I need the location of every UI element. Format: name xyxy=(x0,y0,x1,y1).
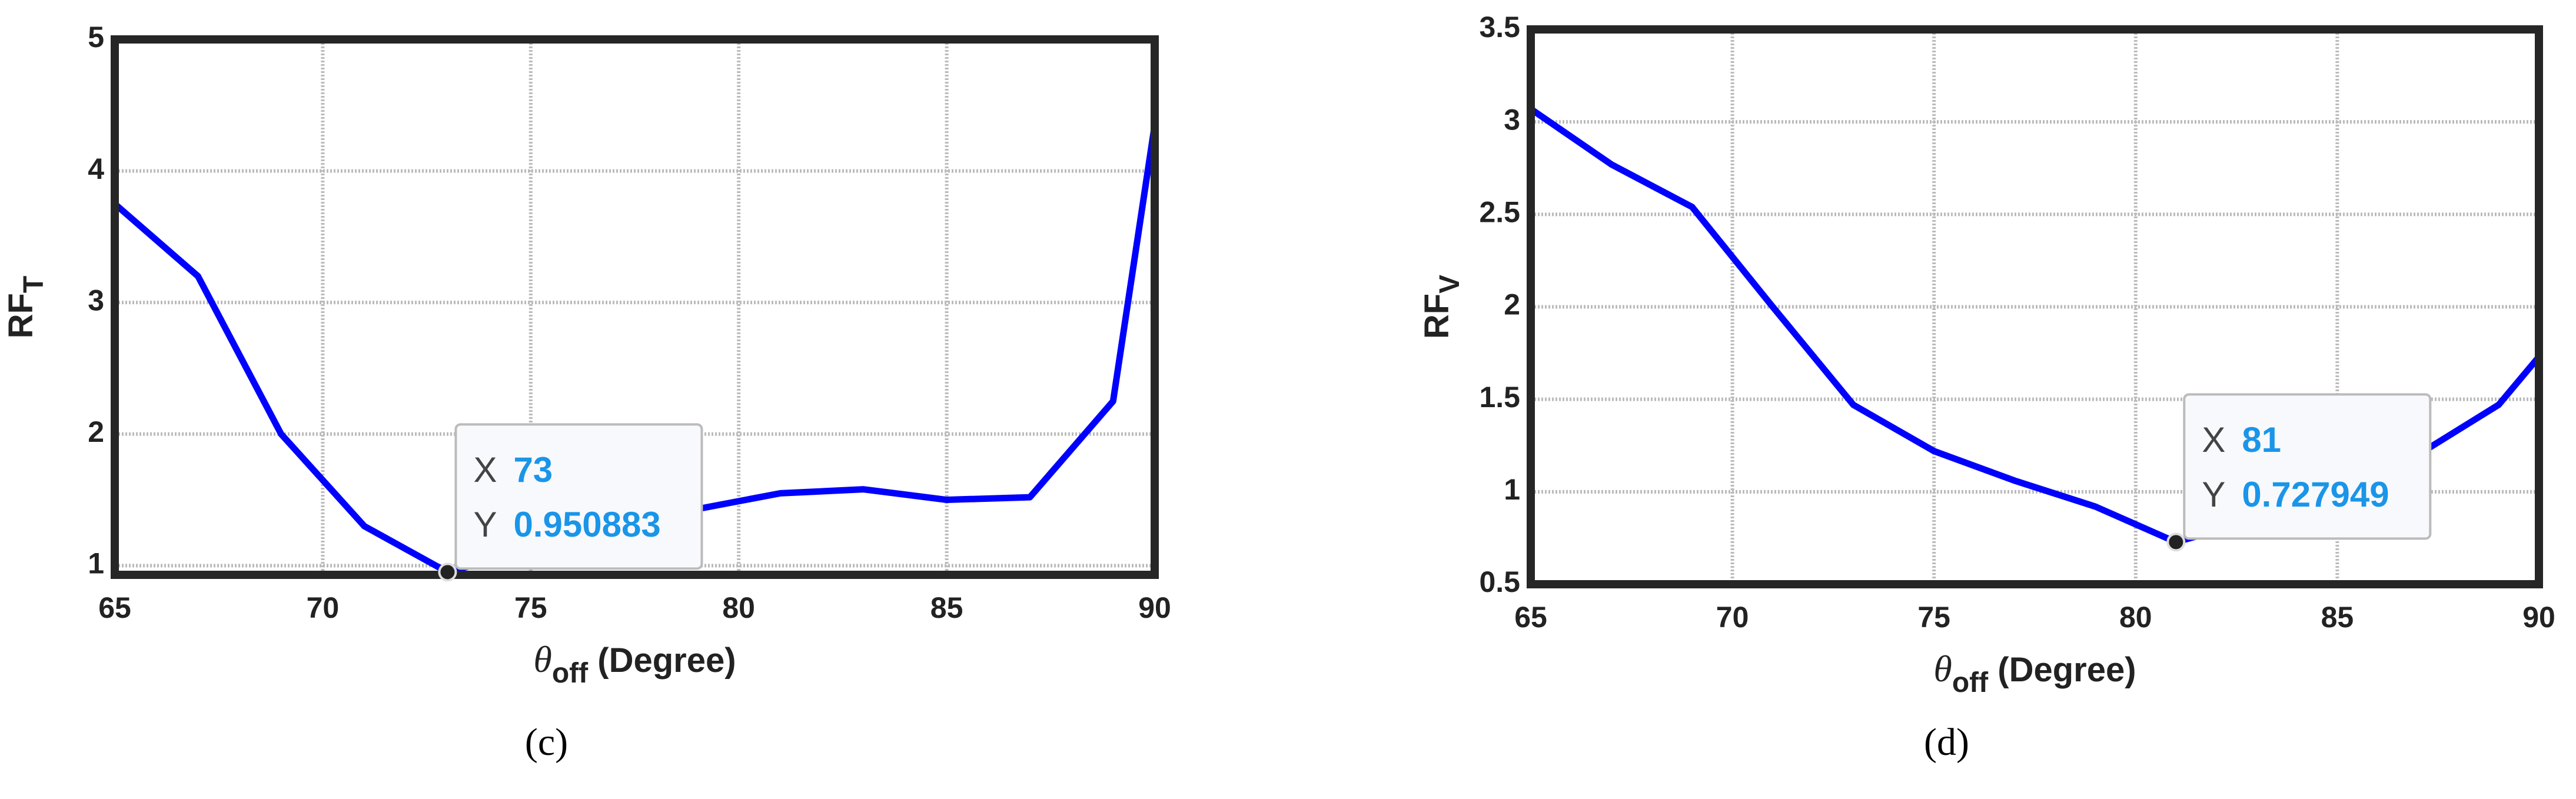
y-axis-label: RFV xyxy=(1418,275,1465,339)
chart-panel: 0.5 1 1.5 2 2.5 3 3.5 65 70 75 80 85 90 X 81 Y 0.727949 θ… xyxy=(1418,11,2555,764)
y-label-main: RF xyxy=(2,293,40,338)
y-tick-label: 2 xyxy=(1504,288,1520,321)
x-tick-label: 75 xyxy=(1917,601,1950,634)
y-tick-label: 1.5 xyxy=(1479,381,1520,414)
x-tick-label: 65 xyxy=(1514,601,1547,634)
datatip-box xyxy=(2183,393,2432,540)
y-label-main: RF xyxy=(1418,294,1456,339)
datatip-box xyxy=(454,423,703,570)
x-tick-label: 90 xyxy=(2522,601,2555,634)
y-tick-label: 3 xyxy=(88,284,104,317)
x-tick-label: 70 xyxy=(307,591,340,624)
plot-frame xyxy=(1527,25,2543,588)
x-tick-label: 90 xyxy=(1138,591,1171,624)
y-label-sub: V xyxy=(1434,275,1465,294)
x-label-sub: off xyxy=(552,658,589,689)
datatip-y-label: Y xyxy=(2202,475,2225,514)
x-tick-label: 80 xyxy=(2119,601,2152,634)
y-tick-label: 3 xyxy=(1504,103,1520,136)
y-tick-label: 4 xyxy=(88,152,104,185)
x-label-rest: (Degree) xyxy=(1988,651,2136,689)
datatip-x-value: 73 xyxy=(513,450,553,490)
datatip-y-label: Y xyxy=(473,505,497,544)
y-tick-label: 1 xyxy=(1504,473,1520,506)
x-label-main: θ xyxy=(533,638,551,680)
x-axis-label: θoff (Degree) xyxy=(1933,648,2136,698)
y-axis-label: RFT xyxy=(2,276,49,339)
caption: (c) xyxy=(525,721,568,764)
y-tick-label: 5 xyxy=(88,21,104,54)
x-tick-label: 85 xyxy=(930,591,963,624)
datatip-x-value: 81 xyxy=(2242,420,2281,460)
x-label-main: θ xyxy=(1933,648,1952,690)
datatip-marker xyxy=(438,562,457,582)
datatip-y-value: 0.950883 xyxy=(513,505,660,544)
y-label-sub: T xyxy=(18,276,49,293)
datatip-x-label: X xyxy=(2202,420,2225,460)
y-tick-label: 3.5 xyxy=(1479,11,1520,44)
x-tick-label: 85 xyxy=(2321,601,2354,634)
y-tick-label: 0.5 xyxy=(1479,565,1520,598)
x-tick-label: 75 xyxy=(514,591,547,624)
chart-panel: 1 2 3 4 5 65 70 75 80 85 90 X 73 Y 0.950883 θoff (Degre… xyxy=(2,21,1171,764)
datatip-y-value: 0.727949 xyxy=(2242,475,2389,514)
x-label-rest: (Degree) xyxy=(588,641,736,680)
datatip-marker xyxy=(2166,532,2186,552)
caption: (d) xyxy=(1924,721,1969,764)
plot-frame xyxy=(111,35,1159,579)
datatip-x-label: X xyxy=(473,450,497,490)
y-tick-label: 2 xyxy=(88,415,104,448)
x-label-sub: off xyxy=(1952,667,1989,698)
x-tick-label: 70 xyxy=(1716,601,1749,634)
y-tick-label: 1 xyxy=(88,547,104,580)
y-tick-label: 2.5 xyxy=(1479,196,1520,229)
x-axis-label: θoff (Degree) xyxy=(533,638,736,689)
x-tick-label: 80 xyxy=(722,591,755,624)
x-tick-label: 65 xyxy=(98,591,131,624)
